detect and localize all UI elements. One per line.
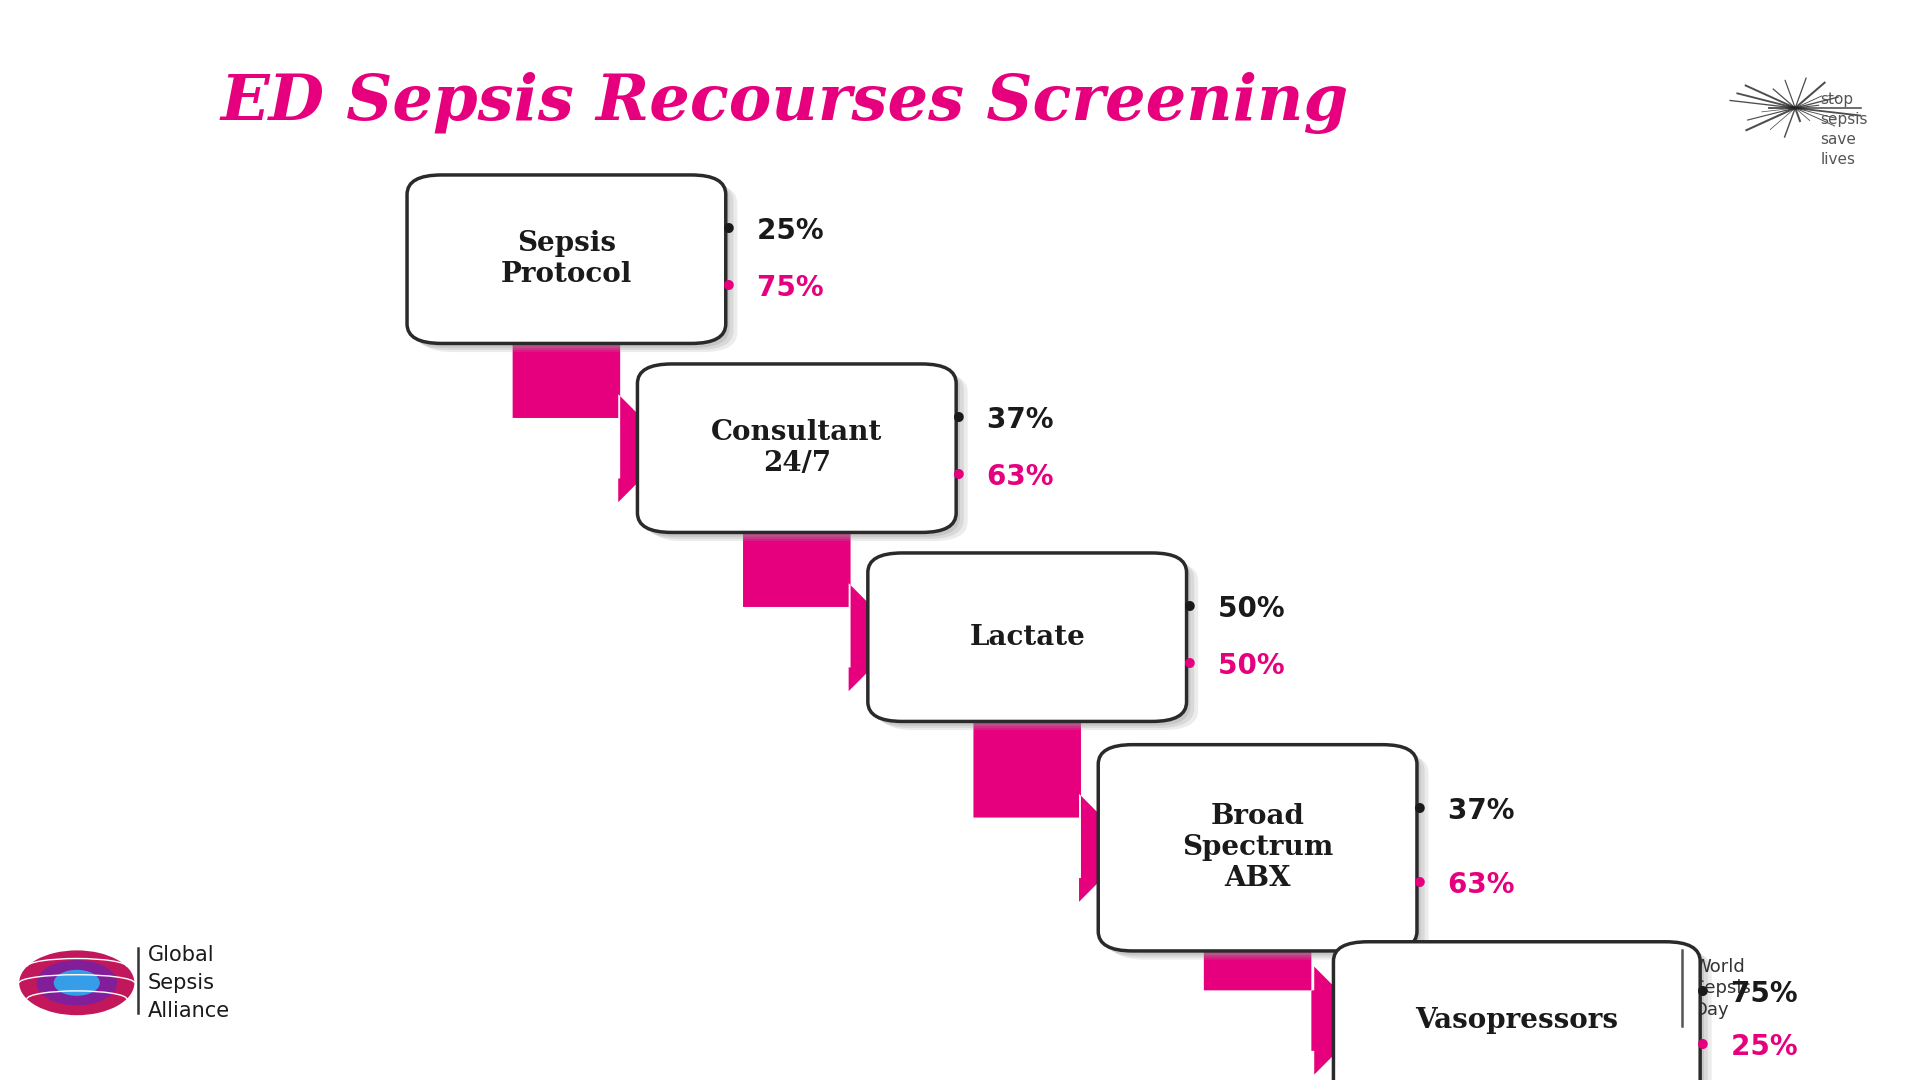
Text: Lactate: Lactate [970,624,1085,650]
Text: Consultant
24/7: Consultant 24/7 [710,419,883,477]
Text: •  37%: • 37% [1411,797,1515,825]
Text: •  37%: • 37% [950,406,1054,434]
FancyBboxPatch shape [407,175,726,343]
Text: •  75%: • 75% [720,273,824,301]
Text: Vasopressors: Vasopressors [1415,1007,1619,1035]
FancyBboxPatch shape [419,184,737,352]
Text: 13: 13 [1651,980,1674,997]
Polygon shape [743,513,902,691]
FancyBboxPatch shape [1340,948,1709,1080]
Text: •  25%: • 25% [1695,1032,1797,1061]
FancyBboxPatch shape [872,557,1190,726]
FancyBboxPatch shape [637,364,956,532]
FancyBboxPatch shape [649,373,968,541]
Text: •  50%: • 50% [1181,651,1284,679]
Text: stop
sepsis
save
lives: stop sepsis save lives [1820,93,1868,166]
Polygon shape [1204,931,1367,1075]
Text: •  63%: • 63% [950,462,1054,490]
FancyBboxPatch shape [1336,946,1705,1080]
Text: Sepsis: Sepsis [1693,980,1751,997]
Wedge shape [19,950,134,1015]
Polygon shape [973,702,1133,902]
FancyBboxPatch shape [868,553,1187,721]
Text: •  63%: • 63% [1411,870,1515,899]
Text: •  25%: • 25% [720,217,824,245]
FancyBboxPatch shape [1344,950,1711,1080]
FancyBboxPatch shape [415,181,733,350]
Polygon shape [513,324,672,502]
Text: •  50%: • 50% [1181,595,1284,623]
Text: Global
Sepsis
Alliance: Global Sepsis Alliance [148,945,230,1021]
Text: World: World [1693,958,1745,975]
Text: Sepsis
Protocol: Sepsis Protocol [501,230,632,288]
FancyBboxPatch shape [411,179,730,348]
FancyBboxPatch shape [641,368,960,537]
Text: 2018: 2018 [1628,1001,1674,1018]
FancyBboxPatch shape [1106,752,1425,957]
FancyBboxPatch shape [1102,750,1421,955]
Text: •  75%: • 75% [1695,981,1797,1009]
Text: Broad
Spectrum
ABX: Broad Spectrum ABX [1183,804,1332,892]
FancyBboxPatch shape [1110,754,1428,959]
FancyBboxPatch shape [1332,942,1701,1080]
Wedge shape [36,960,117,1005]
FancyBboxPatch shape [1098,745,1417,950]
Text: Day: Day [1693,1001,1730,1018]
Text: ED Sepsis Recourses Screening: ED Sepsis Recourses Screening [221,71,1350,134]
Text: September: September [1574,958,1674,975]
FancyBboxPatch shape [645,370,964,539]
Wedge shape [54,970,100,996]
FancyBboxPatch shape [876,559,1194,728]
FancyBboxPatch shape [879,562,1198,730]
